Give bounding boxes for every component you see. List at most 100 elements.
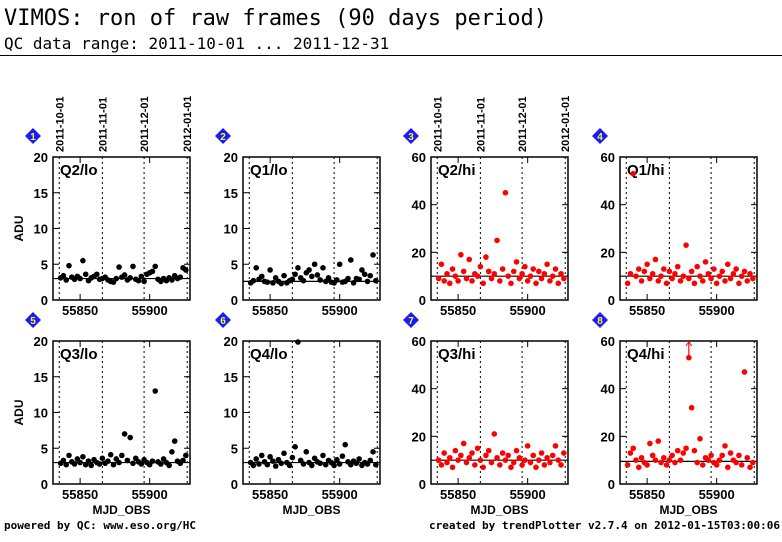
y-tick-label: 5 <box>231 441 238 456</box>
data-point <box>702 259 709 265</box>
data-point <box>278 280 285 287</box>
data-point <box>533 280 539 287</box>
data-point <box>258 452 265 459</box>
y-tick-label: 0 <box>41 477 48 492</box>
data-point <box>480 464 486 471</box>
data-point <box>253 456 260 462</box>
x-tick-label: 55850 <box>440 487 476 502</box>
data-point <box>152 388 159 394</box>
panel-number: 2 <box>220 132 226 143</box>
data-point <box>722 278 728 284</box>
x-tick-label: 55900 <box>322 487 358 502</box>
data-point <box>561 275 567 282</box>
x-axis-label: MJD_OBS <box>470 503 528 517</box>
data-point <box>469 278 475 284</box>
data-point <box>635 266 642 272</box>
data-point <box>716 457 723 463</box>
data-point <box>88 462 95 469</box>
data-point <box>674 263 681 270</box>
x-tick-label: 55900 <box>510 487 546 502</box>
data-point <box>641 268 648 275</box>
data-point <box>141 278 147 285</box>
data-point <box>750 275 756 282</box>
data-point <box>694 263 700 270</box>
data-point <box>499 450 506 456</box>
data-point <box>722 443 728 449</box>
data-point <box>547 278 553 284</box>
data-point <box>303 449 310 455</box>
data-point <box>499 266 506 272</box>
data-point <box>719 268 726 275</box>
data-point <box>519 462 525 468</box>
data-point <box>697 273 703 279</box>
data-point <box>485 268 492 275</box>
data-point <box>727 450 734 456</box>
data-point <box>169 277 175 283</box>
data-point <box>441 450 448 456</box>
y-tick-label: 40 <box>601 382 615 397</box>
data-point <box>519 270 525 277</box>
y-tick-label: 10 <box>34 222 48 237</box>
y-tick-label: 20 <box>224 150 238 165</box>
data-point <box>353 460 360 467</box>
data-point <box>530 452 537 459</box>
data-point <box>688 404 695 411</box>
y-tick-label: 15 <box>224 186 238 201</box>
x-axis-label: MJD_OBS <box>282 503 340 517</box>
data-point <box>435 457 442 463</box>
data-point <box>105 458 111 464</box>
panel-label: Q1/lo <box>250 162 288 179</box>
x-tick-label: 55900 <box>699 487 735 502</box>
data-point <box>680 273 687 279</box>
x-axis-label: MJD_OBS <box>92 503 150 517</box>
y-axis-label: ADU <box>12 400 26 426</box>
data-point <box>80 257 86 264</box>
data-point <box>253 265 260 271</box>
x-tick-label: 55900 <box>132 303 168 318</box>
data-point <box>652 256 659 263</box>
date-tick-label: 2012-01-01 <box>560 96 572 152</box>
data-point <box>480 280 486 287</box>
data-point <box>183 452 189 459</box>
data-point <box>314 272 321 278</box>
data-point <box>127 275 133 281</box>
data-point <box>744 454 751 461</box>
data-point <box>60 457 67 464</box>
data-point <box>541 270 548 277</box>
data-point <box>649 452 656 459</box>
data-point <box>356 276 362 283</box>
data-point <box>71 461 78 467</box>
data-point <box>669 275 675 282</box>
panel-3: 3 2011-10-01 2011-11-01 2011-12-01 2012-01-0… <box>403 96 572 318</box>
data-point <box>250 462 257 469</box>
data-point <box>661 266 667 272</box>
data-point <box>502 457 509 463</box>
data-point <box>306 267 312 273</box>
data-point <box>644 261 650 268</box>
data-point <box>635 464 642 471</box>
data-point <box>510 268 517 275</box>
data-point <box>538 450 545 456</box>
data-point <box>278 460 285 467</box>
data-point <box>452 447 459 454</box>
data-point <box>364 278 371 285</box>
x-tick-label: 55900 <box>510 303 546 318</box>
data-point <box>477 263 484 270</box>
date-tick-label: 2011-12-01 <box>517 96 529 152</box>
data-point <box>460 268 467 275</box>
data-point <box>747 464 753 471</box>
data-point <box>63 461 70 468</box>
data-point <box>513 259 520 265</box>
data-point <box>138 273 145 280</box>
data-point <box>149 458 156 464</box>
data-point <box>666 268 673 275</box>
panel-number-badge-icon <box>403 128 419 144</box>
y-tick-label: 60 <box>601 334 615 349</box>
data-point <box>82 271 89 278</box>
data-point <box>320 452 326 459</box>
data-point <box>750 459 756 466</box>
data-point <box>658 273 664 279</box>
data-point <box>502 189 509 196</box>
